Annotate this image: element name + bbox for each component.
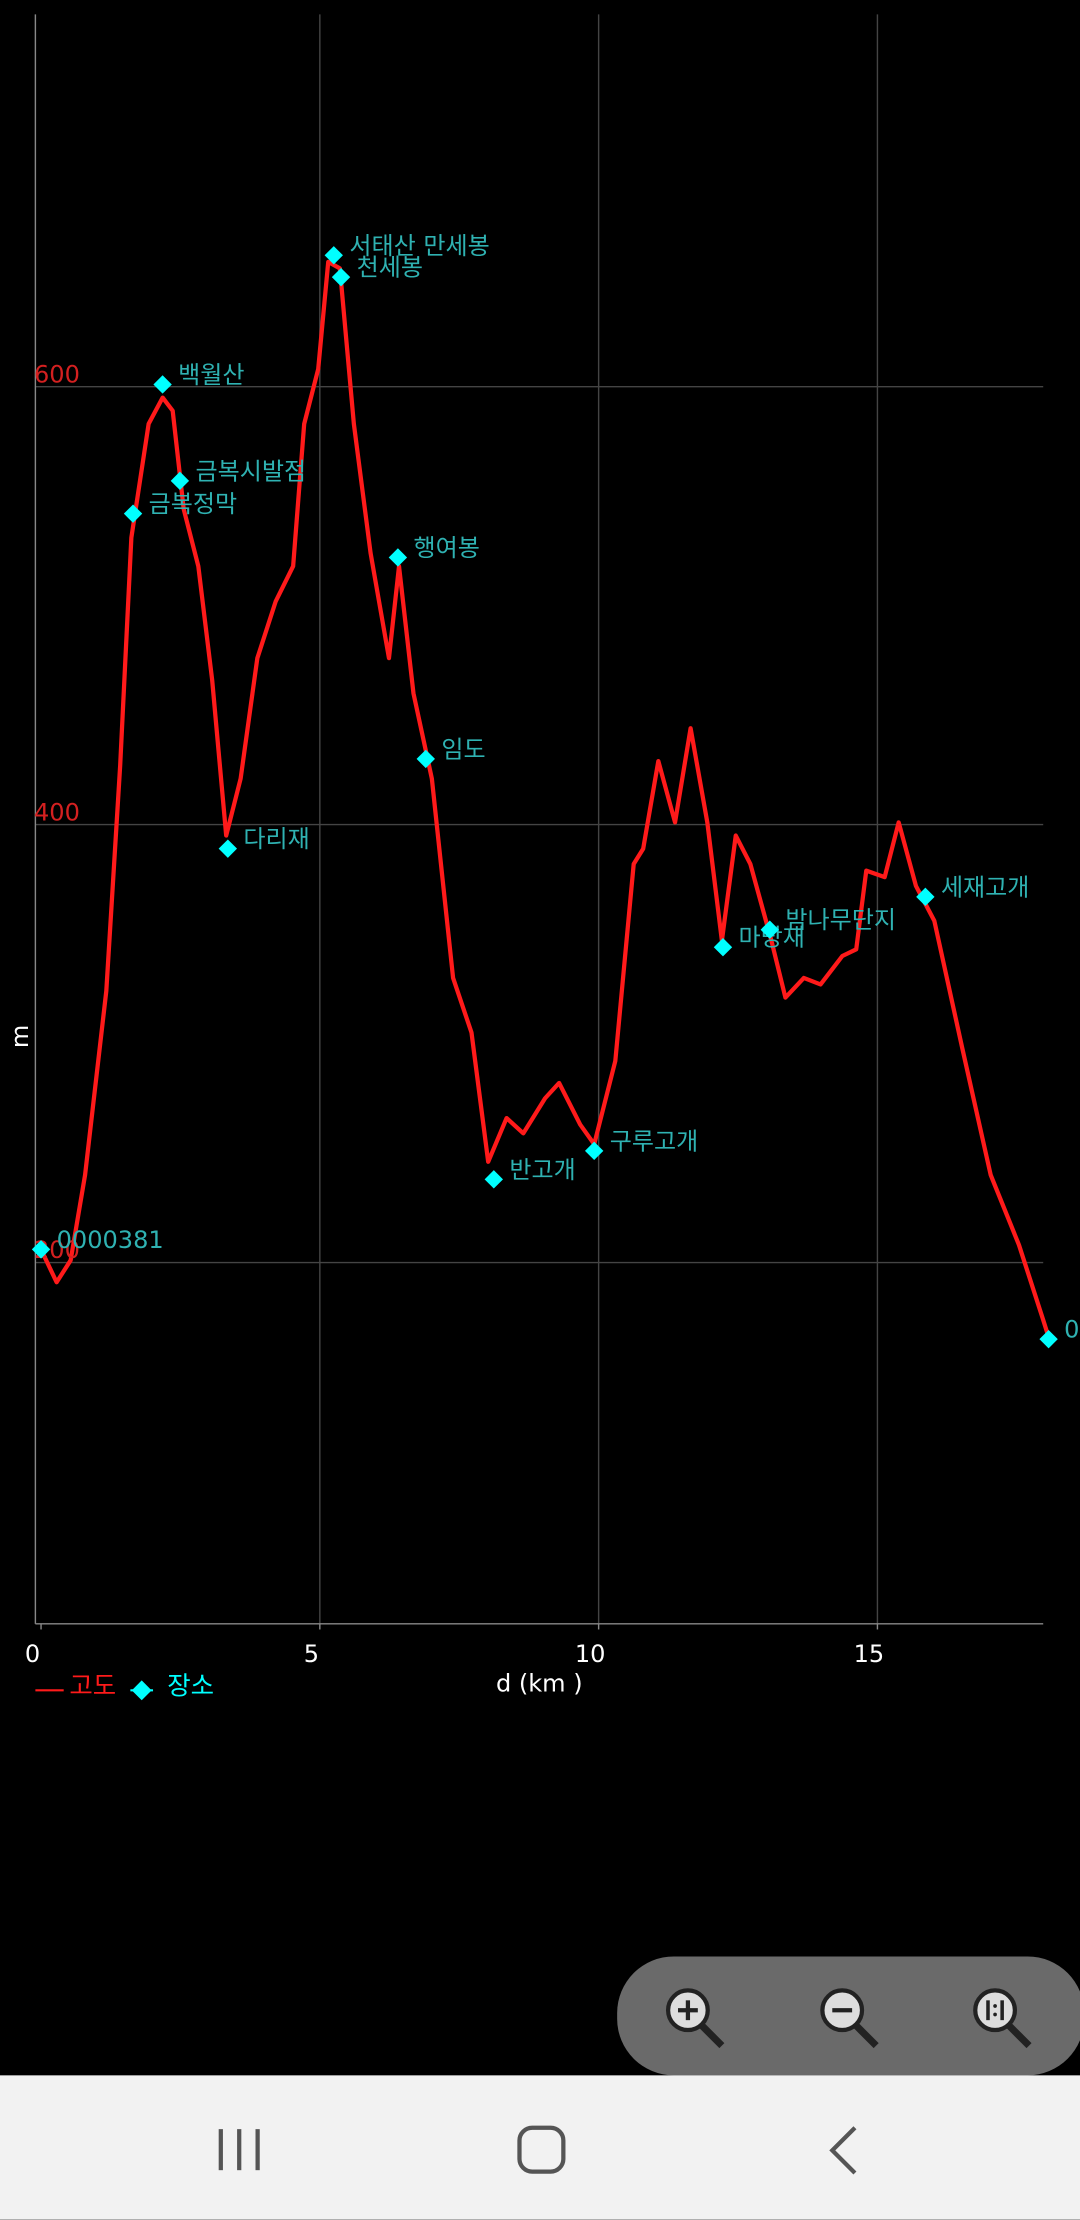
x-tick-label: 0	[25, 1640, 40, 1668]
x-tick-label: 10	[575, 1640, 606, 1668]
zoom-controls	[617, 1956, 1080, 2076]
place-marker	[416, 749, 435, 769]
place-marker	[713, 938, 733, 957]
legend-symbol	[131, 1680, 152, 1701]
place-label: 서태산 만세봉	[349, 232, 489, 260]
x-tick-label: 5	[304, 1640, 319, 1668]
y-axis-title: m	[6, 1025, 34, 1048]
place-marker	[123, 504, 143, 523]
legend: 고도 장소	[35, 1672, 214, 1702]
legend-label: 장소	[167, 1672, 214, 1702]
home-button[interactable]	[517, 2125, 566, 2174]
navigation-bar	[0, 2075, 1080, 2220]
place-label: 0000381	[57, 1226, 164, 1254]
elevation-line	[39, 259, 1051, 1338]
place-label: 밤나무단지	[785, 906, 896, 934]
place-label: 0	[1064, 1316, 1079, 1344]
place-label: 임도	[441, 735, 485, 763]
place-label: 백월산	[178, 361, 244, 389]
back-button[interactable]	[829, 2126, 857, 2175]
place-label: 금복정막	[149, 490, 237, 518]
place-marker	[153, 375, 172, 394]
x-axis-title: d (km )	[496, 1670, 583, 1698]
place-label: 반고개	[509, 1156, 575, 1184]
place-label: 구루고개	[610, 1127, 699, 1155]
place-label: 행여봉	[413, 534, 479, 562]
plot-area: 0 5 10 152004006000000381금복정막백월산금복시발점다리재서태산…	[25, 14, 1079, 1668]
place-label: 세재고개	[941, 873, 1029, 901]
y-tick-label: 600	[34, 360, 80, 388]
x-tick-label: 15	[854, 1640, 885, 1668]
recent-apps-button[interactable]	[218, 2129, 260, 2171]
legend-label: 고도	[69, 1672, 116, 1702]
place-label: 천세봉	[357, 254, 423, 282]
place-label: 금복시발점	[195, 457, 306, 485]
nav-background	[0, 2075, 1080, 2220]
zoom-in-button[interactable]	[665, 1988, 725, 2049]
zoom-reset-button[interactable]	[973, 1988, 1032, 2049]
place-marker	[760, 920, 780, 939]
place-marker	[218, 839, 238, 858]
place-marker	[916, 887, 935, 907]
y-tick-label: 400	[34, 798, 80, 826]
place-marker	[324, 246, 343, 265]
zoom-out-button[interactable]	[820, 1988, 879, 2049]
place-label: 다리재	[243, 825, 309, 853]
place-marker	[170, 471, 190, 491]
